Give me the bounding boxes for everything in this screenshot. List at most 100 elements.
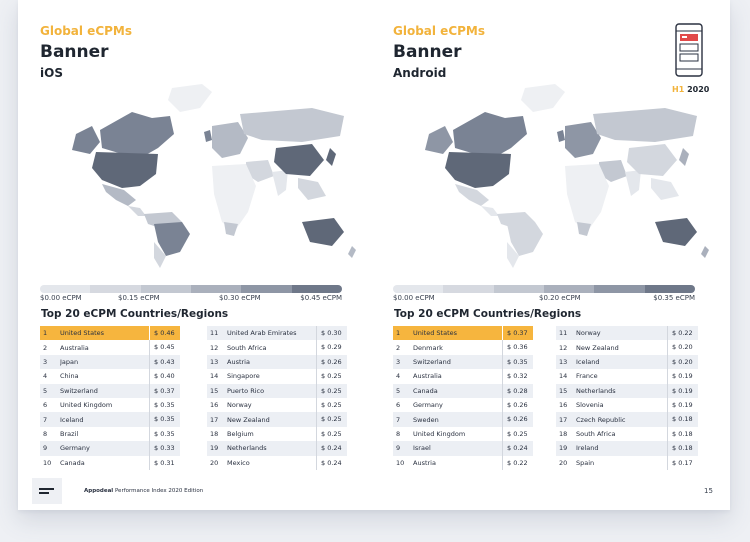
brand-name: Appodeal xyxy=(84,488,114,494)
country-name: Spain xyxy=(576,458,595,467)
period-year: 2020 xyxy=(687,85,710,94)
ranking-row: 19 Ireland $ 0.18 xyxy=(556,441,698,456)
country-name: South Africa xyxy=(227,343,267,352)
ranking-row: 11 United Arab Emirates $ 0.30 xyxy=(207,326,347,341)
ecpm-value: $ 0.19 xyxy=(667,397,698,413)
ecpm-value: $ 0.18 xyxy=(667,441,698,456)
country-name: Switzerland xyxy=(60,386,98,395)
map-mexico xyxy=(455,184,489,206)
ecpm-value: $ 0.26 xyxy=(316,354,347,370)
ranking-row: 4 Australia $ 0.32 xyxy=(393,369,533,384)
ecpm-value: $ 0.32 xyxy=(502,369,533,384)
country-name: Sweden xyxy=(413,415,439,424)
ranking-row: 6 United Kingdom $ 0.35 xyxy=(40,397,180,413)
rank-number: 1 xyxy=(396,329,401,338)
ranking-row: 20 Spain $ 0.17 xyxy=(556,455,698,470)
scale-label: $0.45 eCPM xyxy=(300,294,342,302)
scale-labels: $0.00 eCPM $0.20 eCPM $0.35 eCPM xyxy=(393,294,695,306)
rank-number: 20 xyxy=(559,458,568,467)
ecpm-value: $ 0.19 xyxy=(667,369,698,384)
ranking-row: 9 Israel $ 0.24 xyxy=(393,441,533,456)
period-label: H1 2020 xyxy=(672,85,709,94)
map-middle-east xyxy=(599,160,627,182)
rank-number: 10 xyxy=(396,458,405,467)
ranking-row: 8 Brazil $ 0.35 xyxy=(40,426,180,442)
map-russia xyxy=(240,108,344,142)
map-south-america-south xyxy=(507,242,519,268)
ecpm-value: $ 0.20 xyxy=(667,354,698,370)
ranking-row: 12 South Africa $ 0.29 xyxy=(207,340,347,355)
scale-label: $0.00 eCPM xyxy=(393,294,435,302)
country-name: Norway xyxy=(576,329,601,338)
rank-number: 8 xyxy=(43,429,48,438)
country-name: Australia xyxy=(60,343,89,352)
map-usa xyxy=(92,152,158,188)
map-uk xyxy=(204,130,212,142)
map-australia xyxy=(655,218,697,246)
map-europe xyxy=(212,122,248,158)
rank-number: 3 xyxy=(43,357,48,366)
country-name: Denmark xyxy=(413,343,443,352)
ranking-row: 5 Switzerland $ 0.37 xyxy=(40,383,180,398)
world-map xyxy=(72,84,356,268)
country-name: China xyxy=(60,372,79,381)
menu-icon[interactable] xyxy=(32,478,62,504)
map-new-zealand xyxy=(348,246,356,258)
ecpm-value: $ 0.45 xyxy=(149,340,180,355)
country-name: Israel xyxy=(413,444,431,453)
ranking-row: 2 Denmark $ 0.36 xyxy=(393,340,533,355)
ecpm-value: $ 0.25 xyxy=(316,426,347,442)
country-name: Brazil xyxy=(60,429,79,438)
rank-number: 2 xyxy=(396,343,401,352)
rank-number: 19 xyxy=(210,444,219,453)
ios-panel: Global eCPMs Banner iOS xyxy=(40,0,370,480)
ecpm-value: $ 0.28 xyxy=(502,383,533,398)
country-name: Iceland xyxy=(60,415,84,424)
country-name: Austria xyxy=(227,357,250,366)
map-china xyxy=(627,144,677,176)
ranking-row: 14 France $ 0.19 xyxy=(556,369,698,384)
rank-number: 14 xyxy=(210,372,219,381)
ranking-column-1: 1 United States $ 0.37 2 Denmark $ 0.36 3 Switz… xyxy=(393,326,533,470)
ranking-row: 11 Norway $ 0.22 xyxy=(556,326,698,341)
ranking-row: 16 Norway $ 0.25 xyxy=(207,397,347,413)
rank-number: 19 xyxy=(559,444,568,453)
map-india xyxy=(625,170,641,196)
map-south-america-south xyxy=(154,242,166,268)
ecpm-value: $ 0.24 xyxy=(316,455,347,470)
map-uk xyxy=(557,130,565,142)
ranking-row: 4 China $ 0.40 xyxy=(40,369,180,384)
country-name: Iceland xyxy=(576,357,600,366)
rank-number: 4 xyxy=(396,372,401,381)
ecpm-value: $ 0.37 xyxy=(149,383,180,398)
rank-number: 13 xyxy=(559,357,568,366)
ecpm-color-scale xyxy=(393,285,695,293)
ecpm-value: $ 0.25 xyxy=(502,426,533,442)
page-title: Banner xyxy=(40,42,109,62)
ecpm-value: $ 0.25 xyxy=(316,397,347,413)
country-name: Switzerland xyxy=(413,357,451,366)
ecpm-value: $ 0.30 xyxy=(316,326,347,341)
ecpm-value: $ 0.35 xyxy=(149,412,180,427)
ranking-row: 17 Czech Republic $ 0.18 xyxy=(556,412,698,427)
scale-step xyxy=(190,285,242,293)
rank-number: 5 xyxy=(396,386,401,395)
map-central-america xyxy=(481,206,499,216)
rank-number: 18 xyxy=(210,429,219,438)
rank-number: 6 xyxy=(43,401,48,410)
scale-step xyxy=(443,285,494,293)
map-china xyxy=(274,144,324,176)
ranking-title: Top 20 eCPM Countries/Regions xyxy=(394,308,582,320)
ecpm-value: $ 0.35 xyxy=(149,397,180,413)
footer-brand: Appodeal Performance Index 2020 Edition xyxy=(84,488,203,494)
country-name: Norway xyxy=(227,401,252,410)
ecpm-value: $ 0.19 xyxy=(667,383,698,398)
world-map xyxy=(425,84,709,268)
ecpm-value: $ 0.24 xyxy=(502,441,533,456)
rank-number: 2 xyxy=(43,343,48,352)
ranking-row: 15 Puerto Rico $ 0.25 xyxy=(207,383,347,398)
map-canada xyxy=(453,112,527,156)
rank-number: 7 xyxy=(396,415,401,424)
ecpm-value: $ 0.24 xyxy=(316,441,347,456)
ecpm-value: $ 0.20 xyxy=(667,340,698,355)
